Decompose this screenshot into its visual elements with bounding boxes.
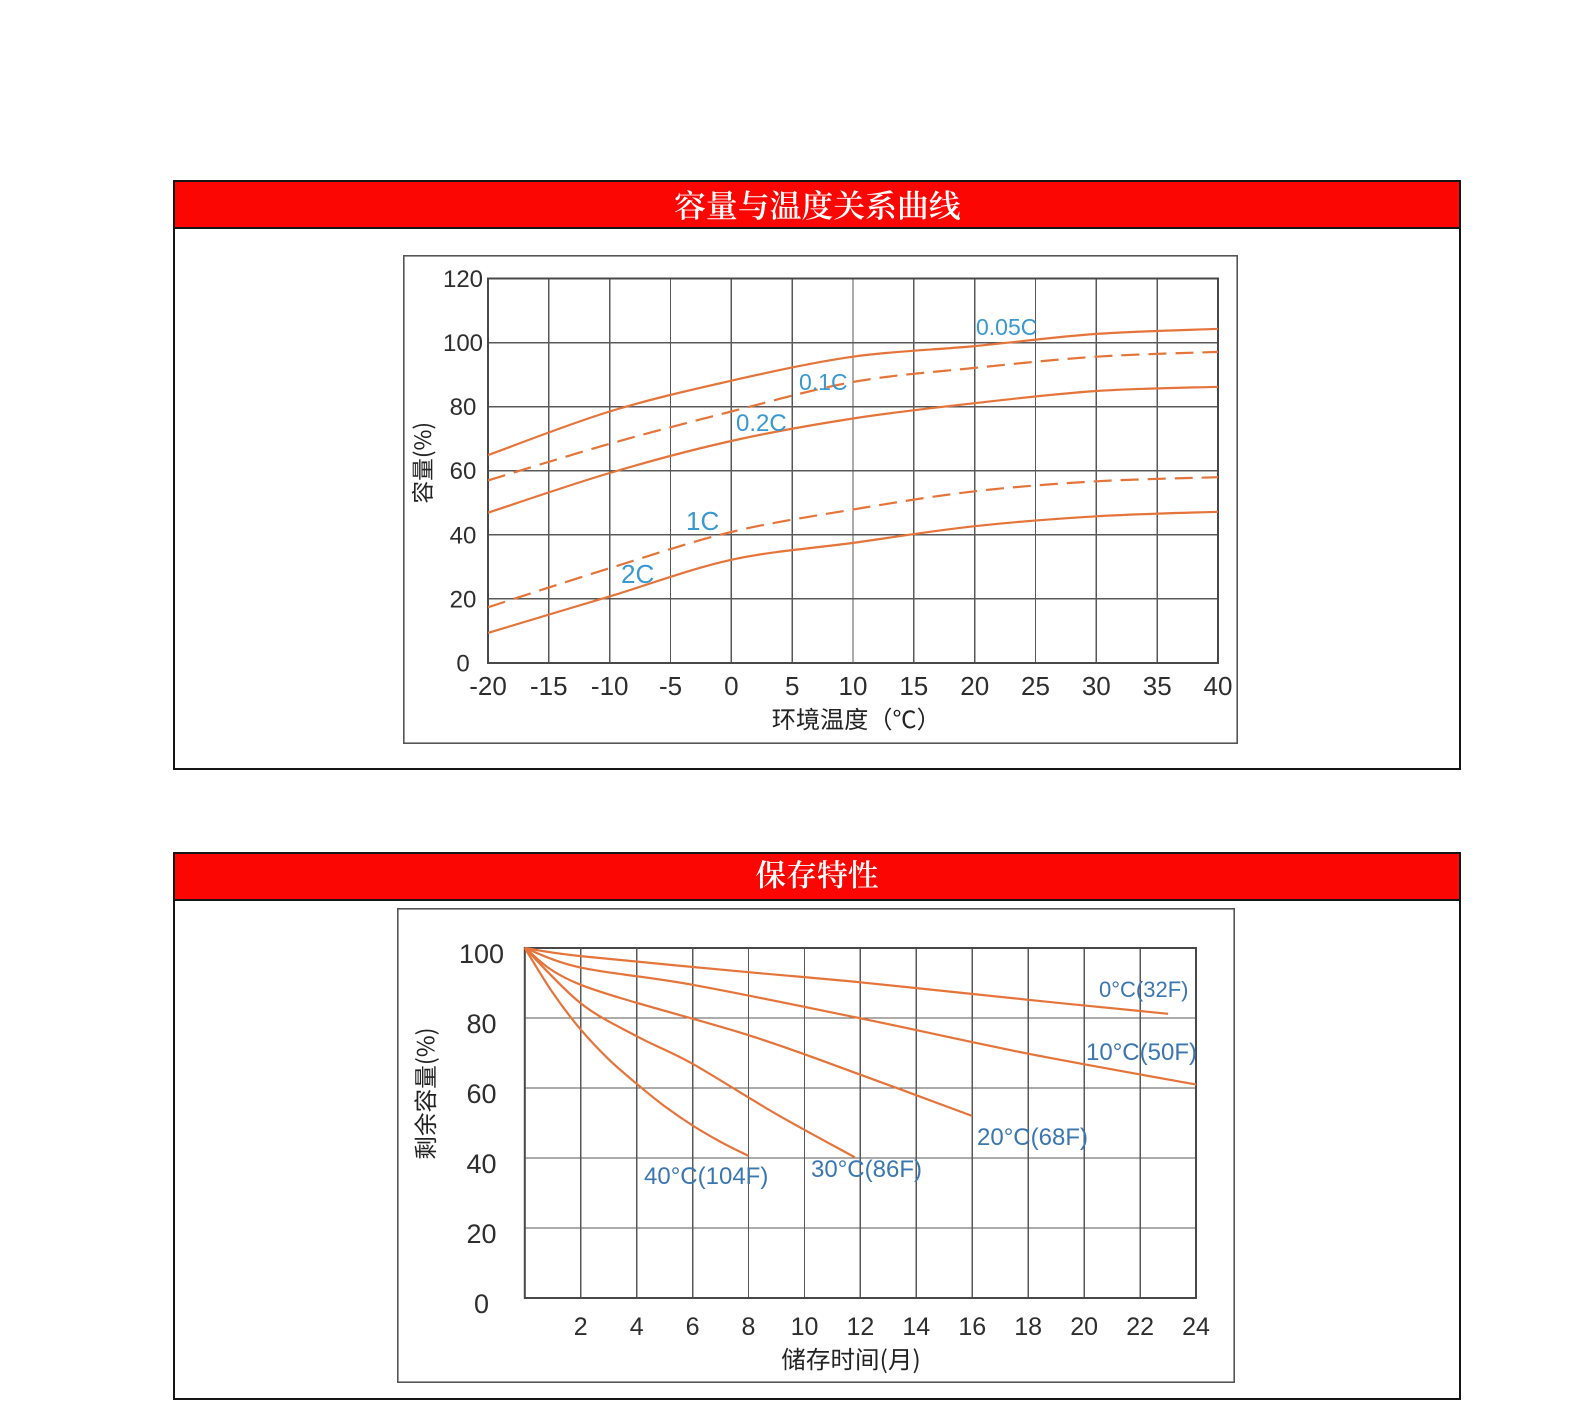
svg-text:-5: -5 — [659, 671, 682, 701]
svg-text:30°C(86F): 30°C(86F) — [811, 1156, 922, 1183]
svg-text:15: 15 — [899, 671, 928, 701]
svg-text:16: 16 — [958, 1313, 986, 1341]
svg-text:0.05C: 0.05C — [976, 314, 1037, 340]
svg-text:20: 20 — [450, 586, 477, 613]
svg-text:2: 2 — [574, 1313, 588, 1341]
svg-text:20°C(68F): 20°C(68F) — [977, 1124, 1088, 1151]
svg-text:10: 10 — [791, 1313, 819, 1341]
svg-text:100: 100 — [459, 939, 504, 969]
svg-text:0: 0 — [456, 651, 469, 678]
svg-text:12: 12 — [846, 1313, 874, 1341]
svg-text:80: 80 — [466, 1009, 496, 1039]
svg-text:25: 25 — [1021, 671, 1050, 701]
svg-text:1C: 1C — [686, 506, 719, 536]
svg-text:10°C(50F): 10°C(50F) — [1086, 1039, 1197, 1066]
svg-text:10: 10 — [839, 671, 868, 701]
svg-text:6: 6 — [686, 1313, 700, 1341]
svg-text:20: 20 — [1070, 1313, 1098, 1341]
svg-text:4: 4 — [630, 1313, 644, 1341]
svg-text:100: 100 — [443, 330, 483, 357]
svg-text:24: 24 — [1182, 1313, 1210, 1341]
svg-text:-20: -20 — [469, 671, 507, 701]
svg-text:5: 5 — [785, 671, 799, 701]
svg-text:-10: -10 — [591, 671, 629, 701]
svg-text:8: 8 — [742, 1313, 756, 1341]
svg-text:40: 40 — [1204, 671, 1233, 701]
svg-text:60: 60 — [450, 458, 477, 485]
svg-text:40: 40 — [450, 522, 477, 549]
svg-text:22: 22 — [1126, 1313, 1154, 1341]
svg-text:0: 0 — [474, 1289, 489, 1319]
svg-text:40: 40 — [466, 1149, 496, 1179]
svg-text:18: 18 — [1014, 1313, 1042, 1341]
svg-text:20: 20 — [466, 1219, 496, 1249]
svg-text:-15: -15 — [530, 671, 568, 701]
svg-text:80: 80 — [450, 394, 477, 421]
svg-text:60: 60 — [466, 1079, 496, 1109]
svg-text:0: 0 — [724, 671, 738, 701]
svg-text:2C: 2C — [621, 559, 654, 589]
svg-text:30: 30 — [1082, 671, 1111, 701]
svg-text:0.2C: 0.2C — [736, 410, 787, 437]
svg-text:0°C(32F): 0°C(32F) — [1099, 977, 1188, 1002]
svg-text:20: 20 — [960, 671, 989, 701]
svg-text:35: 35 — [1143, 671, 1172, 701]
svg-text:120: 120 — [443, 266, 483, 293]
svg-text:0.1C: 0.1C — [799, 369, 848, 395]
svg-text:14: 14 — [902, 1313, 930, 1341]
svg-text:40°C(104F): 40°C(104F) — [644, 1163, 768, 1190]
